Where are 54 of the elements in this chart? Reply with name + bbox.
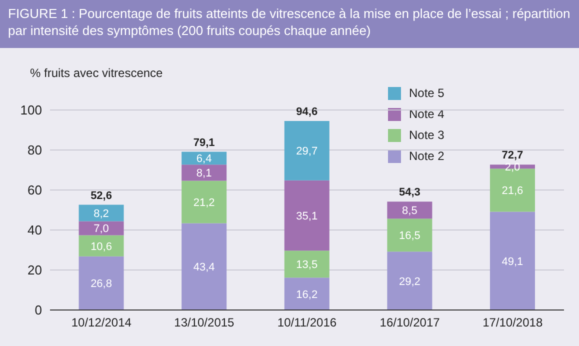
bar — [387, 202, 432, 219]
legend-label: Note 2 — [409, 149, 444, 163]
data-label: 8,5 — [402, 205, 418, 218]
legend-label: Note 5 — [409, 86, 444, 100]
bar — [78, 235, 124, 256]
x-tick-label: 17/10/2018 — [482, 316, 543, 330]
bar — [78, 256, 124, 310]
data-label: 26,8 — [90, 278, 112, 290]
data-label: 29,2 — [398, 276, 420, 288]
data-label: 16,5 — [398, 230, 420, 242]
y-tick-label: 100 — [20, 102, 42, 118]
bar — [490, 212, 535, 310]
y-tick-label: 0 — [34, 302, 42, 318]
bar — [182, 180, 227, 224]
x-tick-label: 10/11/2016 — [277, 316, 337, 330]
data-label: 16,2 — [296, 288, 318, 301]
data-label: 13,5 — [296, 259, 318, 272]
bar — [78, 221, 124, 236]
data-label: 49,1 — [502, 256, 524, 268]
legend-label: Note 4 — [409, 107, 444, 121]
total-label: 79,1 — [193, 136, 215, 149]
data-label: 7,0 — [94, 223, 109, 236]
bar — [78, 204, 124, 222]
total-label: 54,3 — [398, 186, 420, 199]
data-label: 10,6 — [90, 240, 112, 253]
y-axis-title: % fruits avec vitrescence — [30, 66, 163, 80]
data-label: 29,7 — [296, 146, 318, 158]
bar — [284, 121, 330, 180]
bar — [387, 252, 432, 310]
chart-title: FIGURE 1 : Pourcentage de fruits atteints de vitrescence à la mise en place de l’essai ; répartition par intensité des symptômes (200 fruits coupés chaque année) — [0, 0, 579, 48]
legend-label: Note 3 — [409, 128, 444, 142]
bar — [284, 250, 330, 278]
bar — [182, 164, 227, 181]
x-tick-label: 10/12/2014 — [71, 316, 132, 330]
data-label: 21,2 — [193, 197, 215, 209]
bar — [387, 218, 432, 252]
bar — [284, 180, 330, 251]
data-label: 6,4 — [196, 153, 212, 166]
data-label: 21,6 — [502, 185, 524, 198]
y-tick-label: 20 — [28, 262, 42, 278]
data-label: 43,4 — [193, 262, 215, 274]
total-label: 72,7 — [502, 150, 524, 162]
y-tick-label: 40 — [28, 222, 42, 238]
y-tick-label: 60 — [28, 182, 42, 198]
data-label: 35,1 — [296, 210, 318, 222]
x-tick-label: 16/10/2017 — [380, 316, 440, 330]
y-tick-label: 80 — [28, 142, 42, 158]
total-label: 52,6 — [90, 190, 112, 202]
bar — [182, 223, 227, 310]
data-label: 8,2 — [94, 208, 109, 220]
data-label: 8,1 — [196, 168, 212, 180]
total-label: 94,6 — [296, 106, 318, 118]
x-tick-label: 13/10/2015 — [174, 316, 235, 330]
bar — [284, 278, 330, 310]
